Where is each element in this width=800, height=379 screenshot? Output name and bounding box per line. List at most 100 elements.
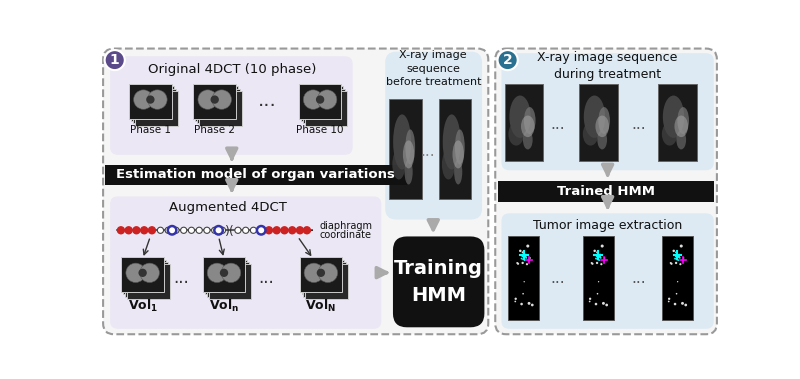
Circle shape <box>598 254 599 256</box>
Ellipse shape <box>509 122 524 146</box>
Ellipse shape <box>598 107 610 134</box>
Circle shape <box>599 255 601 257</box>
Circle shape <box>212 90 231 109</box>
Circle shape <box>595 258 597 260</box>
Circle shape <box>196 227 202 233</box>
Circle shape <box>522 251 524 254</box>
Circle shape <box>601 244 604 247</box>
Circle shape <box>600 257 602 259</box>
Bar <box>302 260 344 294</box>
Circle shape <box>678 259 679 261</box>
Bar <box>127 264 170 299</box>
FancyBboxPatch shape <box>386 52 482 219</box>
Bar <box>194 84 236 119</box>
Text: $\mathbf{Vol_n}$: $\mathbf{Vol_n}$ <box>209 298 239 314</box>
Circle shape <box>526 244 530 247</box>
Circle shape <box>598 257 599 259</box>
Circle shape <box>678 257 681 259</box>
Text: Estimation model of organ variations: Estimation model of organ variations <box>116 168 395 181</box>
Bar <box>505 84 543 161</box>
Circle shape <box>677 255 680 258</box>
Circle shape <box>598 259 600 261</box>
Text: ...: ... <box>421 144 435 159</box>
Circle shape <box>678 255 680 256</box>
Ellipse shape <box>583 122 598 146</box>
Circle shape <box>304 263 324 282</box>
Circle shape <box>684 304 687 306</box>
Circle shape <box>668 301 670 302</box>
Text: ...: ... <box>550 117 565 132</box>
Circle shape <box>165 227 171 233</box>
Text: Phase 10: Phase 10 <box>296 125 344 135</box>
Text: Original 4DCT (10 phase): Original 4DCT (10 phase) <box>147 63 316 76</box>
FancyBboxPatch shape <box>110 56 353 155</box>
Bar <box>583 236 614 319</box>
Bar <box>198 89 240 123</box>
Circle shape <box>596 255 598 257</box>
Circle shape <box>682 257 684 259</box>
Bar <box>209 264 251 299</box>
Ellipse shape <box>455 129 465 164</box>
Circle shape <box>599 254 601 255</box>
Ellipse shape <box>454 160 462 185</box>
Circle shape <box>168 226 176 235</box>
Circle shape <box>604 257 606 259</box>
Ellipse shape <box>674 116 688 137</box>
Circle shape <box>146 96 154 104</box>
Circle shape <box>297 227 303 234</box>
Ellipse shape <box>524 107 535 134</box>
Bar <box>438 99 471 199</box>
Text: Trained HMM: Trained HMM <box>557 185 655 198</box>
FancyBboxPatch shape <box>502 53 714 170</box>
Circle shape <box>211 227 218 233</box>
Circle shape <box>527 302 530 305</box>
Circle shape <box>235 227 241 233</box>
Ellipse shape <box>521 116 534 137</box>
Circle shape <box>673 250 675 252</box>
Circle shape <box>147 90 167 109</box>
Circle shape <box>281 227 288 234</box>
Circle shape <box>674 303 676 305</box>
Circle shape <box>523 254 525 256</box>
Circle shape <box>676 258 678 260</box>
Bar <box>498 181 714 202</box>
Text: Augmented 4DCT: Augmented 4DCT <box>169 200 287 214</box>
FancyBboxPatch shape <box>502 213 714 329</box>
Bar <box>133 89 175 123</box>
Ellipse shape <box>510 96 530 138</box>
Circle shape <box>140 263 159 282</box>
Circle shape <box>675 262 678 264</box>
Circle shape <box>158 227 163 233</box>
Bar <box>131 86 174 121</box>
Bar <box>303 262 346 296</box>
Bar <box>298 84 342 119</box>
Text: ...: ... <box>631 117 646 132</box>
Circle shape <box>594 250 596 252</box>
Bar <box>389 99 422 199</box>
Circle shape <box>520 303 523 305</box>
Circle shape <box>303 227 310 234</box>
Bar <box>125 262 168 296</box>
Circle shape <box>523 257 525 259</box>
Circle shape <box>589 301 590 302</box>
FancyBboxPatch shape <box>393 236 485 327</box>
Ellipse shape <box>442 149 455 180</box>
Circle shape <box>670 263 673 265</box>
Circle shape <box>318 90 337 109</box>
Bar <box>105 165 407 185</box>
Text: 1: 1 <box>110 53 120 67</box>
Ellipse shape <box>442 114 461 169</box>
Circle shape <box>125 227 132 234</box>
Circle shape <box>258 227 264 233</box>
Ellipse shape <box>392 149 406 180</box>
Text: ...: ... <box>631 271 646 285</box>
Circle shape <box>514 301 516 302</box>
Ellipse shape <box>523 130 533 149</box>
Circle shape <box>596 251 598 254</box>
Circle shape <box>530 257 531 259</box>
Circle shape <box>675 251 678 254</box>
Circle shape <box>498 50 518 70</box>
Circle shape <box>220 269 228 277</box>
Circle shape <box>598 281 599 282</box>
Ellipse shape <box>405 160 413 185</box>
